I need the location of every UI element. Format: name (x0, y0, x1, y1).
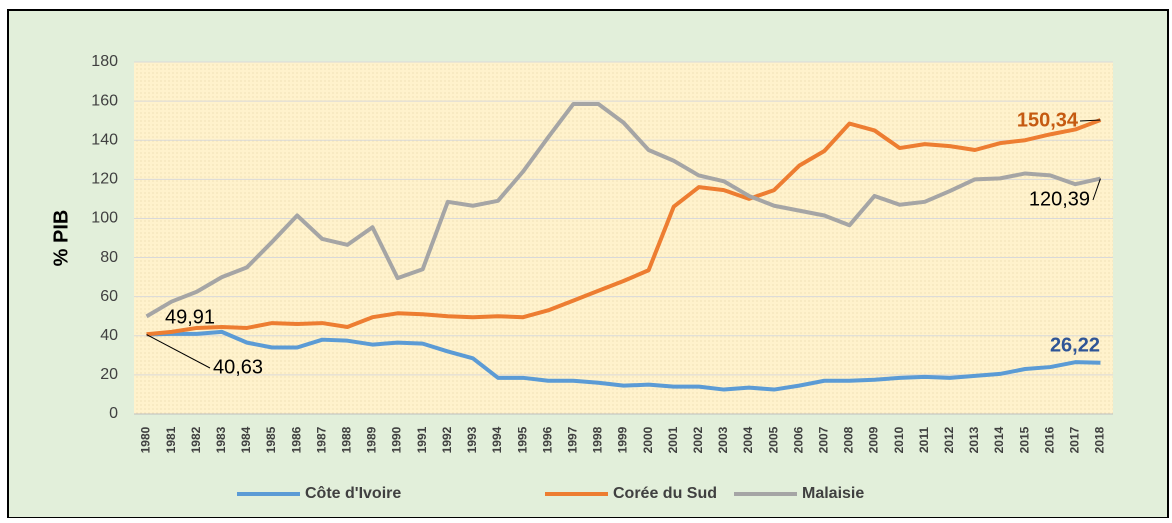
x-tick-label: 2018 (1093, 426, 1107, 453)
y-tick-label: 80 (100, 249, 118, 266)
x-tick-label: 1986 (289, 426, 303, 453)
plot-area (134, 62, 1113, 414)
x-tick-label: 2000 (641, 426, 655, 453)
y-tick-label: 140 (91, 131, 118, 148)
line-series (145, 102, 1101, 319)
y-tick-label: 100 (91, 210, 118, 227)
x-tick-label: 1984 (239, 426, 253, 453)
x-tick-label: 1981 (164, 426, 178, 453)
x-tick-label: 1988 (340, 426, 354, 453)
x-tick-label: 1999 (616, 426, 630, 453)
x-tick-label: 1994 (490, 426, 504, 453)
x-tick-label: 1996 (540, 426, 554, 453)
legend-label: Malaisie (802, 485, 864, 502)
x-tick-label: 2012 (942, 426, 956, 453)
x-tick-label: 1992 (440, 426, 454, 453)
x-tick-label: 2010 (892, 426, 906, 453)
x-tick-label: 1990 (390, 426, 404, 453)
x-tick-label: 1997 (565, 426, 579, 453)
data-label: 40,63 (213, 356, 263, 378)
x-tick-label: 2001 (666, 426, 680, 453)
x-tick-label: 1995 (515, 426, 529, 453)
x-tick-label: 2009 (867, 426, 881, 453)
x-tick-label: 1993 (465, 426, 479, 453)
x-tick-label: 2015 (1017, 426, 1031, 453)
y-axis-title: % PIB (50, 210, 72, 267)
legend-label: Corée du Sud (613, 485, 717, 502)
y-tick-label: 40 (100, 327, 118, 344)
x-tick-label: 2007 (816, 426, 830, 453)
x-tick-label: 1989 (365, 426, 379, 453)
y-tick-label: 20 (100, 366, 118, 383)
data-label: 49,91 (165, 306, 215, 328)
x-tick-label: 2002 (691, 426, 705, 453)
y-tick-label: 180 (91, 53, 118, 70)
x-tick-label: 2016 (1042, 426, 1056, 453)
label-leader (146, 334, 211, 369)
x-tick-label: 1991 (415, 426, 429, 453)
data-label: 26,22 (1050, 334, 1100, 356)
y-tick-label: 120 (91, 171, 118, 188)
x-tick-label: 2017 (1068, 426, 1082, 453)
x-tick-label: 1987 (314, 426, 328, 453)
x-tick-label: 1983 (214, 426, 228, 453)
x-tick-label: 2004 (741, 426, 755, 453)
x-tick-label: 2003 (716, 426, 730, 453)
line-series (146, 118, 1102, 337)
x-tick-label: 2005 (766, 426, 780, 453)
x-tick-label: 2013 (967, 426, 981, 453)
y-tick-label: 60 (100, 288, 118, 305)
line-series (146, 329, 1101, 392)
y-tick-label: 0 (109, 405, 118, 422)
legend-label: Côte d'Ivoire (305, 485, 401, 502)
x-tick-label: 2008 (842, 426, 856, 453)
x-tick-label: 1980 (139, 426, 153, 453)
x-tick-label: 1998 (591, 426, 605, 453)
label-leader (1092, 178, 1101, 201)
x-tick-label: 1985 (264, 426, 278, 453)
y-tick-label: 160 (91, 92, 118, 109)
x-tick-label: 2006 (791, 426, 805, 453)
data-label: 150,34 (1017, 109, 1079, 131)
x-tick-label: 2014 (992, 426, 1006, 453)
data-label: 120,39 (1029, 188, 1090, 210)
label-leader (1079, 119, 1101, 122)
x-tick-label: 1982 (189, 426, 203, 453)
x-tick-label: 2011 (917, 427, 931, 453)
